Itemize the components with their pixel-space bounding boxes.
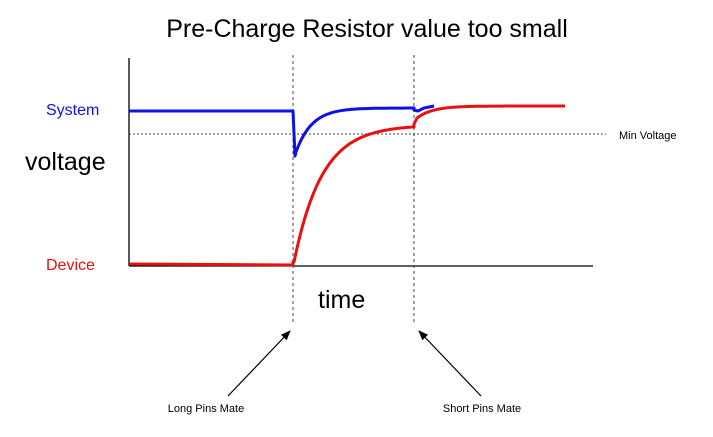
short-pins-mate-label: Short Pins Mate	[443, 403, 521, 415]
diagram-title: Pre-Charge Resistor value too small	[166, 15, 568, 43]
min-voltage-label: Min Voltage	[619, 130, 676, 142]
y-axis-label: voltage	[25, 148, 106, 176]
short-pins-arrow	[418, 330, 482, 397]
device-label: Device	[46, 257, 95, 274]
system-voltage-curve	[129, 104, 435, 158]
long-pins-arrow	[227, 330, 291, 397]
x-axis-label: time	[318, 286, 365, 314]
long-pins-mate-label: Long Pins Mate	[168, 403, 244, 415]
device-voltage-curve	[128, 104, 565, 267]
system-label: System	[46, 102, 99, 119]
